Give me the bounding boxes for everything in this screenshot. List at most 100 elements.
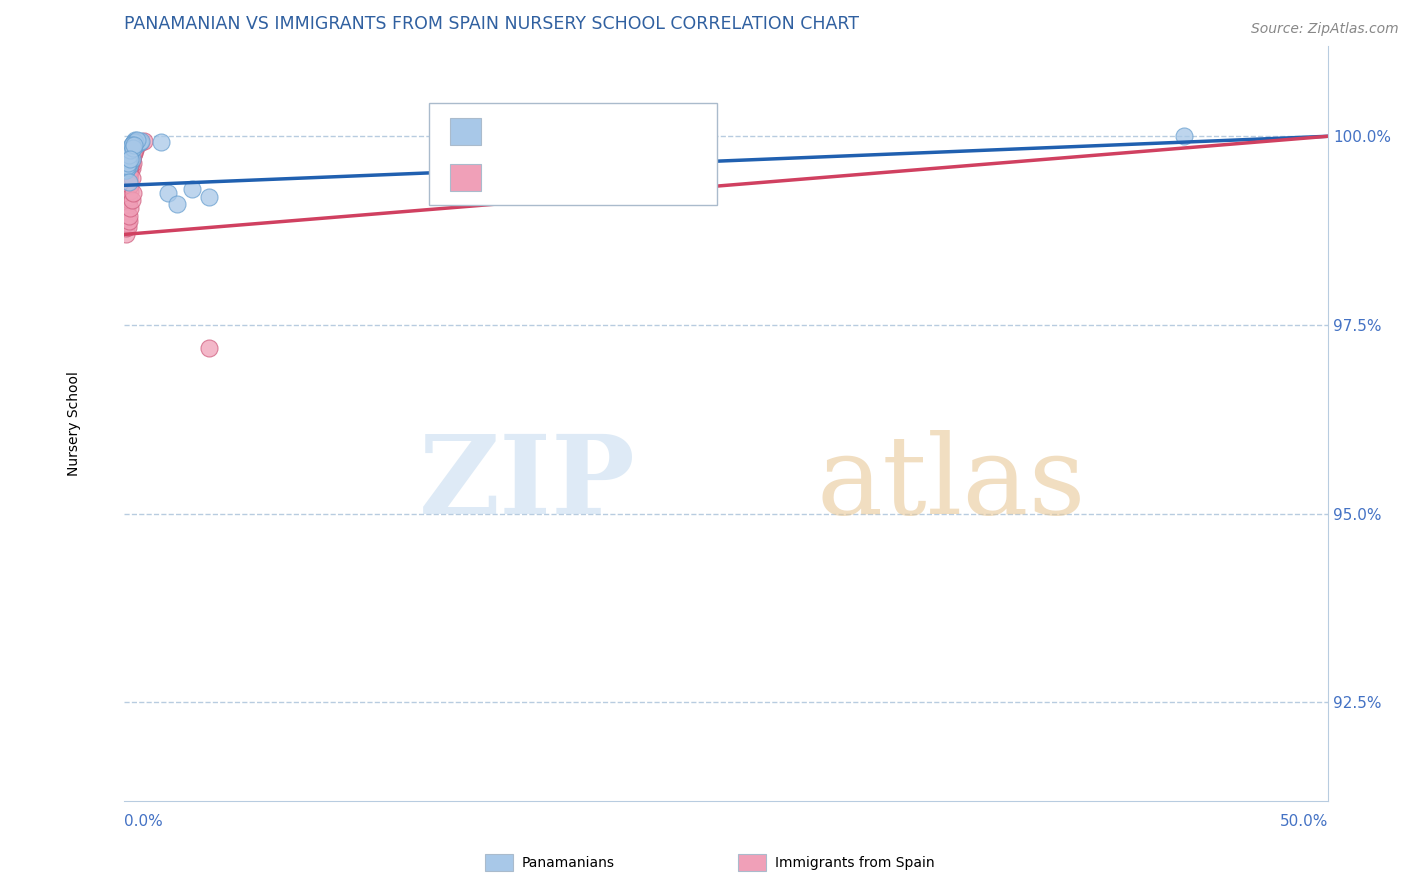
Point — [118, 214, 141, 228]
Point — [118, 152, 141, 166]
Point — [118, 161, 141, 175]
Point — [118, 158, 141, 172]
Point — [118, 165, 141, 179]
Text: Panamanians: Panamanians — [522, 855, 614, 870]
Text: 50.0%: 50.0% — [1279, 814, 1329, 830]
Text: R = 0.431    N = 71: R = 0.431 N = 71 — [492, 169, 683, 186]
Point — [120, 150, 142, 164]
Point — [118, 148, 141, 162]
Point — [131, 134, 153, 148]
Point — [118, 158, 141, 172]
Point — [117, 158, 139, 172]
Point — [132, 134, 155, 148]
Point — [122, 145, 145, 159]
Point — [115, 221, 138, 235]
Text: PANAMANIAN VS IMMIGRANTS FROM SPAIN NURSERY SCHOOL CORRELATION CHART: PANAMANIAN VS IMMIGRANTS FROM SPAIN NURS… — [125, 15, 859, 33]
Point — [115, 163, 138, 178]
Point — [180, 182, 202, 196]
Point — [118, 155, 141, 169]
Point — [118, 145, 141, 159]
Point — [117, 175, 139, 189]
Point — [118, 170, 141, 185]
Text: Immigrants from Spain: Immigrants from Spain — [775, 855, 935, 870]
Point — [122, 136, 145, 151]
Point — [166, 197, 188, 211]
Point — [114, 227, 136, 242]
Point — [125, 138, 148, 153]
Point — [121, 161, 143, 175]
Point — [122, 138, 145, 153]
Point — [120, 155, 142, 169]
Point — [120, 163, 142, 178]
Point — [124, 138, 146, 153]
Point — [118, 145, 141, 160]
Point — [129, 135, 152, 149]
Point — [122, 136, 145, 150]
Point — [120, 143, 142, 157]
Point — [121, 138, 143, 153]
Point — [120, 140, 142, 154]
Point — [117, 169, 139, 183]
Point — [118, 209, 141, 223]
Point — [117, 152, 139, 166]
Point — [118, 160, 141, 174]
Point — [121, 138, 143, 153]
Point — [117, 176, 139, 190]
Point — [121, 194, 143, 208]
Point — [117, 163, 139, 178]
Point — [117, 155, 139, 169]
Point — [120, 153, 142, 168]
Point — [118, 145, 141, 159]
Point — [118, 175, 141, 189]
Point — [115, 209, 138, 223]
Point — [122, 145, 145, 159]
Text: R = 0.550    N = 62: R = 0.550 N = 62 — [492, 122, 683, 140]
Point — [117, 155, 139, 169]
Point — [115, 152, 138, 166]
Point — [127, 136, 149, 151]
Point — [127, 136, 149, 150]
Point — [114, 212, 136, 227]
Point — [121, 150, 143, 164]
Point — [120, 145, 142, 160]
Point — [197, 341, 219, 355]
Point — [118, 150, 141, 164]
Point — [128, 136, 150, 150]
Point — [115, 170, 138, 185]
Point — [118, 165, 141, 179]
Point — [121, 170, 143, 185]
Point — [124, 136, 146, 150]
Point — [197, 189, 219, 203]
Point — [115, 160, 138, 174]
Point — [125, 133, 148, 147]
Point — [118, 160, 141, 174]
Text: 0.0%: 0.0% — [125, 814, 163, 830]
Point — [118, 161, 141, 175]
Point — [117, 211, 139, 225]
Point — [156, 186, 179, 200]
Point — [115, 161, 138, 175]
Point — [114, 189, 136, 203]
Point — [122, 186, 145, 200]
Point — [122, 140, 145, 154]
Point — [117, 153, 139, 168]
Point — [122, 136, 145, 150]
Point — [128, 135, 150, 149]
Point — [115, 184, 138, 198]
Text: ZIP: ZIP — [419, 430, 636, 537]
Point — [120, 143, 142, 157]
Point — [120, 150, 142, 164]
Point — [122, 140, 145, 154]
Point — [118, 170, 141, 185]
Point — [117, 153, 139, 168]
Point — [118, 189, 141, 203]
Point — [117, 201, 139, 215]
Point — [118, 148, 141, 162]
Point — [115, 178, 138, 193]
Point — [121, 138, 143, 153]
Point — [122, 136, 145, 151]
Point — [117, 173, 139, 187]
Point — [117, 167, 139, 181]
Point — [124, 135, 146, 149]
Point — [115, 204, 138, 219]
